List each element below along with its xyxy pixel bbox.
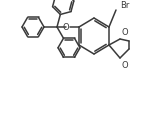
Text: O: O [122, 28, 129, 37]
Text: Br: Br [120, 2, 129, 10]
Text: O: O [62, 23, 69, 32]
Text: O: O [122, 61, 129, 70]
